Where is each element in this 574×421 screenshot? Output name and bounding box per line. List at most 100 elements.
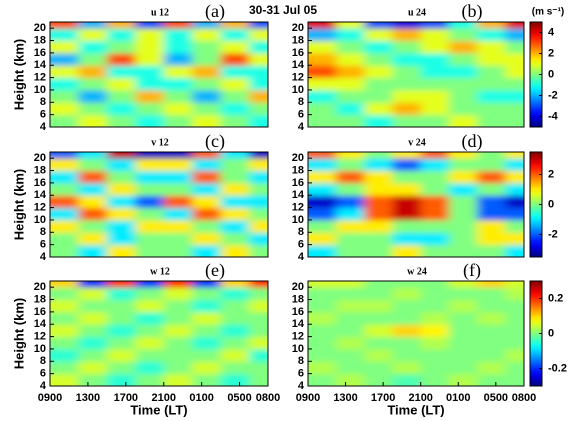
heatmap-cell <box>135 182 165 196</box>
heatmap-cell <box>420 299 450 313</box>
colorbar-tick-label: -4 <box>548 110 559 122</box>
heatmap-cell <box>364 287 394 301</box>
plot-area <box>308 22 524 127</box>
heatmap-cell <box>308 195 337 209</box>
heatmap-cell <box>50 336 79 350</box>
heatmap-cell <box>448 361 478 375</box>
heatmap-cell <box>448 158 478 172</box>
heatmap-cell <box>448 299 478 313</box>
heatmap-cell <box>336 219 365 233</box>
heatmap-cell <box>336 311 365 325</box>
heatmap-cell <box>249 158 268 172</box>
x-tick-label: 1300 <box>333 392 357 404</box>
y-tick-label: 14 <box>292 318 305 330</box>
heatmap-cell <box>505 219 524 233</box>
panel-label: (c) <box>205 131 225 152</box>
heatmap-cell <box>135 22 165 29</box>
heatmap-cell <box>448 182 478 196</box>
heatmap-cell <box>220 348 250 362</box>
heatmap-cell <box>505 65 524 79</box>
heatmap-cell <box>477 158 506 172</box>
y-tick-label: 12 <box>292 330 304 342</box>
y-tick-label: 12 <box>34 330 46 342</box>
heatmap-cell <box>106 244 136 257</box>
heatmap-cell <box>50 299 79 313</box>
y-tick-label: 14 <box>34 318 47 330</box>
heatmap-cell <box>308 114 337 127</box>
heatmap-cell <box>249 232 268 246</box>
panel-label: (b) <box>462 1 483 22</box>
heatmap-cell <box>420 77 450 91</box>
heatmap-cell <box>78 114 108 127</box>
heatmap-cell <box>477 281 506 288</box>
heatmap-cell <box>392 287 422 301</box>
y-tick-label: 14 <box>34 59 47 71</box>
heatmap-cell <box>50 158 79 172</box>
heatmap-cell <box>163 158 193 172</box>
y-tick-label: 10 <box>34 214 46 226</box>
heatmap-cell <box>220 287 250 301</box>
heatmap-cell <box>505 348 524 362</box>
heatmap-cell <box>135 324 165 338</box>
heatmap-cell <box>392 77 422 91</box>
heatmap-cell <box>50 361 79 375</box>
y-tick-label: 16 <box>292 306 304 318</box>
heatmap-cell <box>336 152 365 159</box>
heatmap-cell <box>505 361 524 375</box>
heatmap-cell <box>448 336 478 350</box>
heatmap-cell <box>163 102 193 116</box>
heatmap-cell <box>135 232 165 246</box>
heatmap-cell <box>163 152 193 159</box>
heatmap-cell <box>336 299 365 313</box>
heatmap-cell <box>477 22 506 29</box>
heatmap-cell <box>392 207 422 221</box>
heatmap-cell <box>308 281 337 288</box>
heatmap-cell <box>163 373 193 386</box>
heatmap-cell <box>364 102 394 116</box>
heatmap-cell <box>392 28 422 42</box>
heatmap-cell <box>364 170 394 184</box>
y-tick-label: 12 <box>34 201 46 213</box>
heatmap-cell <box>448 373 478 386</box>
colorbar-tick-label: 0 <box>548 327 554 339</box>
heatmap <box>50 281 268 386</box>
heatmap-cell <box>308 158 337 172</box>
heatmap-cell <box>308 102 337 116</box>
heatmap-cell <box>420 170 450 184</box>
heatmap-cell <box>308 336 337 350</box>
heatmap-cell <box>249 89 268 103</box>
heatmap-cell <box>106 299 136 313</box>
y-tick-label: 14 <box>34 189 47 201</box>
heatmap-cell <box>163 77 193 91</box>
heatmap-cell <box>448 311 478 325</box>
heatmap-cell <box>477 207 506 221</box>
heatmap-cell <box>106 170 136 184</box>
heatmap-cell <box>308 65 337 79</box>
panel-label: (a) <box>205 1 225 22</box>
heatmap-cell <box>106 361 136 375</box>
heatmap-cell <box>364 336 394 350</box>
y-tick-label: 10 <box>292 84 304 96</box>
heatmap-cell <box>392 40 422 54</box>
heatmap-cell <box>392 102 422 116</box>
heatmap-cell <box>106 281 136 288</box>
heatmap-cell <box>249 373 268 386</box>
heatmap-cell <box>364 65 394 79</box>
heatmap-cell <box>477 182 506 196</box>
colorbar-label: (m s⁻¹) <box>532 7 565 18</box>
heatmap-cell <box>336 281 365 288</box>
x-tick-label: 2100 <box>151 392 175 404</box>
heatmap-cell <box>192 114 222 127</box>
heatmap-cell <box>192 152 222 159</box>
heatmap-cell <box>220 22 250 29</box>
heatmap-cell <box>106 65 136 79</box>
heatmap-cell <box>192 207 222 221</box>
heatmap-cell <box>135 52 165 66</box>
heatmap-cell <box>50 22 79 29</box>
heatmap-cell <box>505 207 524 221</box>
heatmap-cell <box>78 361 108 375</box>
heatmap-cell <box>249 77 268 91</box>
heatmap-cell <box>364 52 394 66</box>
heatmap-cell <box>78 158 108 172</box>
heatmap-cell <box>364 195 394 209</box>
